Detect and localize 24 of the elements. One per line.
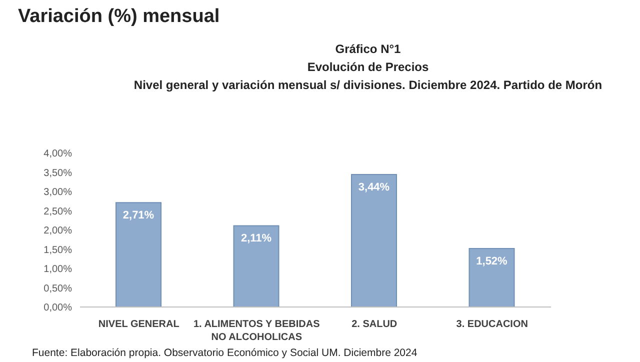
x-tick-label: 1. ALIMENTOS Y BEBIDAS NO ALCOHOLICAS: [193, 319, 320, 343]
bar: [116, 202, 162, 307]
data-label: 1,52%: [476, 255, 508, 268]
y-tick-label: 0,50%: [44, 283, 72, 294]
bar: [233, 225, 280, 307]
y-tick-label: 3,00%: [44, 187, 72, 198]
y-tick-label: 1,50%: [44, 244, 72, 256]
y-tick-label: 1,00%: [44, 264, 72, 276]
y-tick-label: 2,00%: [44, 226, 72, 237]
y-tick-label: 2,50%: [44, 206, 72, 218]
bar: [468, 248, 515, 307]
chart-title: Variación (%) mensual: [18, 6, 220, 28]
chart-subtitle: Gráfico N°1 Evolución de Precios Nivel general y variación mensual s/ divisiones. Diciembre 2024. Partido de Morón: [132, 41, 604, 94]
y-tick-label: 0,00%: [44, 302, 72, 314]
y-tick-label: 4,00%: [44, 148, 72, 160]
bar: [351, 174, 397, 307]
source-note: Fuente: Elaboración propia. Observatorio Económico y Social UM. Diciembre 2024: [32, 347, 418, 359]
data-label: 2,11%: [240, 232, 272, 245]
data-label: 3,44%: [358, 181, 390, 194]
x-tick-label: 2. SALUD: [352, 319, 398, 330]
data-label: 2,71%: [122, 209, 154, 222]
y-tick-label: 3,50%: [44, 168, 72, 179]
x-tick-label: NIVEL GENERAL: [98, 319, 180, 330]
x-tick-label: 3. EDUCACION: [456, 319, 528, 330]
